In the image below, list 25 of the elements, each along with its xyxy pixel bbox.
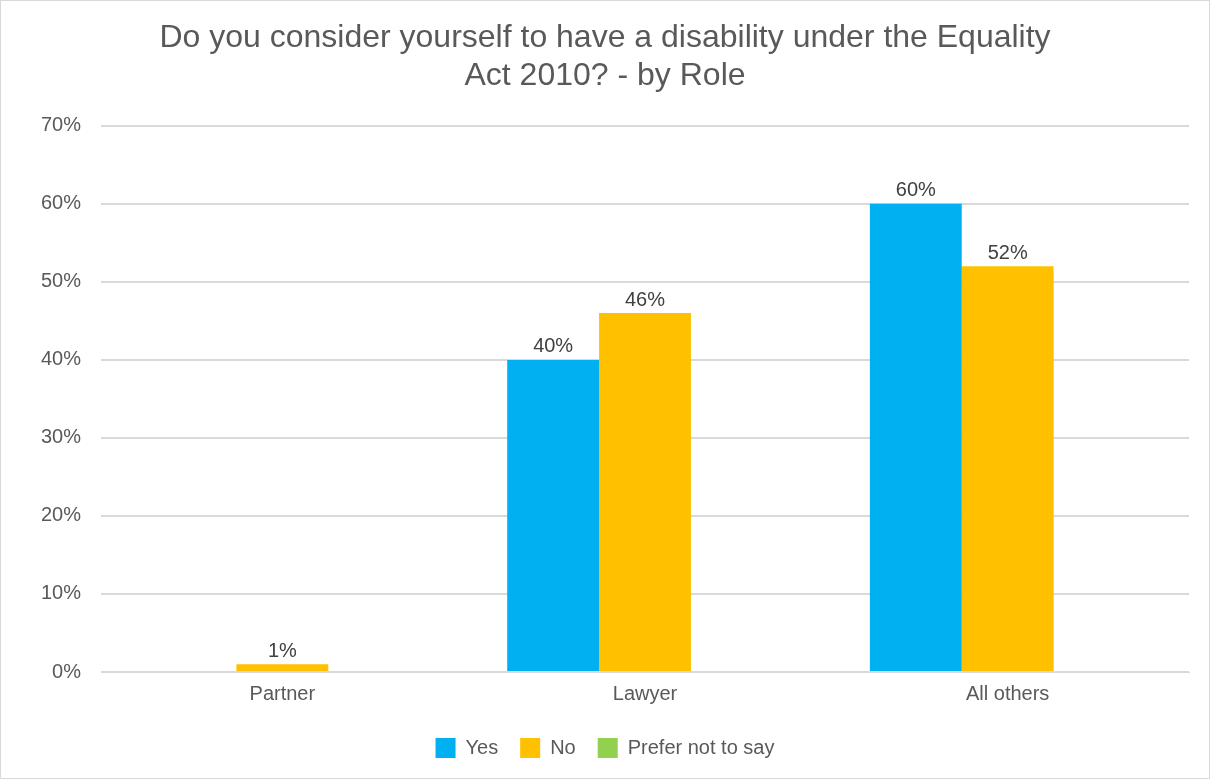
chart-title: Do you consider yourself to have a disability under the Equality Act 2010? - by Role [159,18,1051,93]
legend-label: Prefer not to say [627,735,775,758]
x-tick-label: All others [965,681,1050,704]
y-tick-label: 30% [41,425,82,448]
bar [869,203,962,671]
bar [507,359,600,671]
x-tick-label: Partner [249,681,316,704]
y-tick-label: 0% [52,659,82,682]
bar [599,313,691,671]
data-label: 52% [987,240,1028,263]
legend-label: Yes [465,735,499,758]
y-tick-label: 70% [41,113,82,136]
y-tick-label: 60% [41,191,82,214]
y-tick-label: 40% [41,347,82,370]
legend-label: No [550,735,576,758]
bar [961,266,1054,671]
bar [236,664,329,671]
y-tick-label: 10% [41,581,82,604]
x-tick-label: Lawyer [612,681,678,704]
data-label: 40% [533,334,574,357]
data-label: 46% [625,287,666,310]
data-label: 60% [895,178,937,201]
y-tick-label: 20% [41,503,82,526]
y-tick-label: 50% [41,269,82,292]
data-label: 1% [267,638,298,661]
